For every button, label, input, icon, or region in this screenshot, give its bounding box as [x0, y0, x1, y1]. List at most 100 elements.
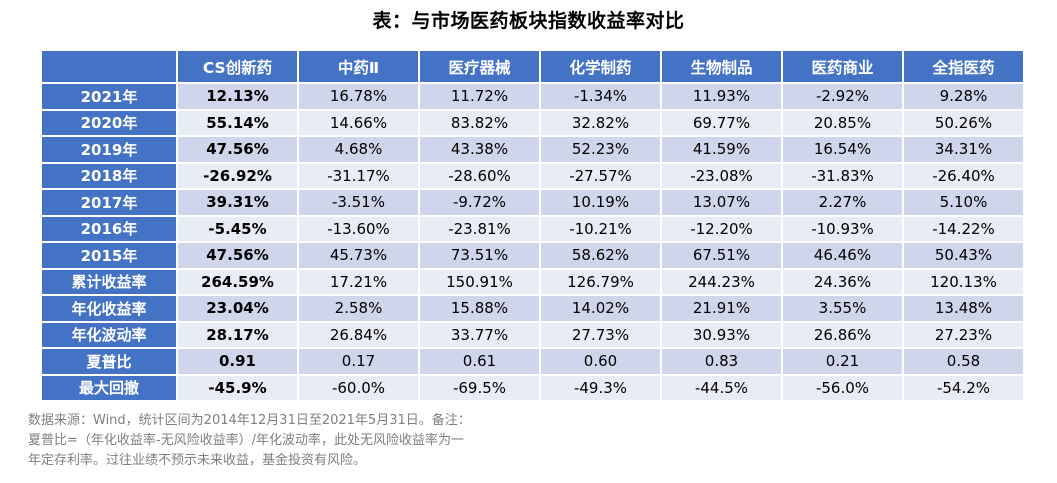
table-cell: 13.48% [904, 296, 1023, 321]
table-cell: 83.82% [420, 110, 539, 135]
table-cell: -28.60% [420, 163, 539, 188]
note-line: 数据来源：Wind，统计区间为2014年12月31日至2021年5月31日。备注… [28, 413, 471, 428]
table-cell: 17.21% [299, 269, 418, 294]
row-label: 累计收益率 [42, 269, 176, 294]
row-label: 2021年 [42, 84, 176, 109]
table-cell: 11.93% [662, 84, 781, 109]
column-header: 医疗器械 [420, 51, 539, 82]
column-header: 中药Ⅱ [299, 51, 418, 82]
page-title: 表：与市场医药板块指数收益率对比 [372, 10, 685, 32]
column-header: 全指医药 [904, 51, 1023, 82]
table-cell: 3.55% [783, 296, 902, 321]
table-cell: 32.82% [541, 110, 660, 135]
table-cell: -31.83% [783, 163, 902, 188]
row-label: 年化波动率 [42, 322, 176, 347]
table-row: 最大回撤 -45.9% -60.0% -69.5% -49.3% -44.5% -56.0%… [42, 375, 1023, 400]
table-cell: -2.92% [783, 84, 902, 109]
table-cell: 14.02% [541, 296, 660, 321]
table-cell: -14.22% [904, 216, 1023, 241]
row-label: 2018年 [42, 163, 176, 188]
table-cell: 14.66% [299, 110, 418, 135]
table-cell: 15.88% [420, 296, 539, 321]
table-cell: -9.72% [420, 190, 539, 215]
row-label: 2019年 [42, 137, 176, 162]
table-cell-highlight: -5.45% [178, 216, 297, 241]
table-row: 2016年 -5.45% -13.60% -23.81% -10.21% -12.20% -… [42, 216, 1023, 241]
column-header: 生物制品 [662, 51, 781, 82]
table-cell: 58.62% [541, 243, 660, 268]
table-cell: 2.27% [783, 190, 902, 215]
table-cell: 67.51% [662, 243, 781, 268]
table-cell: 34.31% [904, 137, 1023, 162]
table-cell-highlight: 28.17% [178, 322, 297, 347]
returns-comparison-table: CS创新药 中药Ⅱ 医疗器械 化学制药 生物制品 医药商业 全指医药 2021年… [40, 49, 1025, 402]
table-row: 年化收益率 23.04% 2.58% 15.88% 14.02% 21.91% 3.55% 1… [42, 296, 1023, 321]
table-cell: -56.0% [783, 375, 902, 400]
table-cell: 50.26% [904, 110, 1023, 135]
table-cell-highlight: 47.56% [178, 137, 297, 162]
table-cell: 0.58 [904, 349, 1023, 374]
table-cell-highlight: 12.13% [178, 84, 297, 109]
table-row: 夏普比 0.91 0.17 0.61 0.60 0.83 0.21 0.58 [42, 349, 1023, 374]
column-header: CS创新药 [178, 51, 297, 82]
table-cell: 50.43% [904, 243, 1023, 268]
table-row: 年化波动率 28.17% 26.84% 33.77% 27.73% 30.93% 26.86… [42, 322, 1023, 347]
table-cell: 16.54% [783, 137, 902, 162]
table-cell: 4.68% [299, 137, 418, 162]
table-cell: 13.07% [662, 190, 781, 215]
table-cell: 120.13% [904, 269, 1023, 294]
table-cell: 0.21 [783, 349, 902, 374]
table-cell: 69.77% [662, 110, 781, 135]
table-cell-highlight: 0.91 [178, 349, 297, 374]
table-row: 2015年 47.56% 45.73% 73.51% 58.62% 67.51% 46.46… [42, 243, 1023, 268]
table-row: 2017年 39.31% -3.51% -9.72% 10.19% 13.07% 2.27%… [42, 190, 1023, 215]
source-note: 数据来源：Wind，统计区间为2014年12月31日至2021年5月31日。备注… [28, 411, 598, 471]
table-cell: -49.3% [541, 375, 660, 400]
table-cell: 46.46% [783, 243, 902, 268]
table-cell: 27.23% [904, 322, 1023, 347]
column-header: 化学制药 [541, 51, 660, 82]
table-cell: 27.73% [541, 322, 660, 347]
table-cell: -44.5% [662, 375, 781, 400]
table-header-row: CS创新药 中药Ⅱ 医疗器械 化学制药 生物制品 医药商业 全指医药 [42, 51, 1023, 82]
table-cell: 0.61 [420, 349, 539, 374]
table-cell: 150.91% [420, 269, 539, 294]
row-label: 2016年 [42, 216, 176, 241]
row-label: 2017年 [42, 190, 176, 215]
table-cell: 0.60 [541, 349, 660, 374]
row-label: 最大回撤 [42, 375, 176, 400]
table-cell: 52.23% [541, 137, 660, 162]
table-cell-highlight: 47.56% [178, 243, 297, 268]
table-cell: 5.10% [904, 190, 1023, 215]
table-cell: 24.36% [783, 269, 902, 294]
table-cell: -23.08% [662, 163, 781, 188]
table-cell-highlight: 23.04% [178, 296, 297, 321]
table-cell: -54.2% [904, 375, 1023, 400]
table-cell: 21.91% [662, 296, 781, 321]
table-cell: -26.40% [904, 163, 1023, 188]
table-row: 2020年 55.14% 14.66% 83.82% 32.82% 69.77% 20.85… [42, 110, 1023, 135]
table-cell: 26.84% [299, 322, 418, 347]
row-label: 年化收益率 [42, 296, 176, 321]
table-cell: -60.0% [299, 375, 418, 400]
table-cell: 9.28% [904, 84, 1023, 109]
table-cell: 11.72% [420, 84, 539, 109]
table-cell-highlight: -45.9% [178, 375, 297, 400]
table-cell: -10.21% [541, 216, 660, 241]
table-cell: 33.77% [420, 322, 539, 347]
table-cell: -1.34% [541, 84, 660, 109]
table-cell: -3.51% [299, 190, 418, 215]
table-cell: 0.17 [299, 349, 418, 374]
table-row: 2021年 12.13% 16.78% 11.72% -1.34% 11.93% -2.92… [42, 84, 1023, 109]
table-cell-highlight: 55.14% [178, 110, 297, 135]
table-cell: 20.85% [783, 110, 902, 135]
table-cell: 43.38% [420, 137, 539, 162]
table-cell: 26.86% [783, 322, 902, 347]
note-line: 夏普比=（年化收益率-无风险收益率）/年化波动率，此处无风险收益率为一 [28, 433, 464, 448]
table-cell: -27.57% [541, 163, 660, 188]
table-cell: -13.60% [299, 216, 418, 241]
table-cell-highlight: -26.92% [178, 163, 297, 188]
table-cell-highlight: 264.59% [178, 269, 297, 294]
table-cell: 0.83 [662, 349, 781, 374]
table-cell: -69.5% [420, 375, 539, 400]
